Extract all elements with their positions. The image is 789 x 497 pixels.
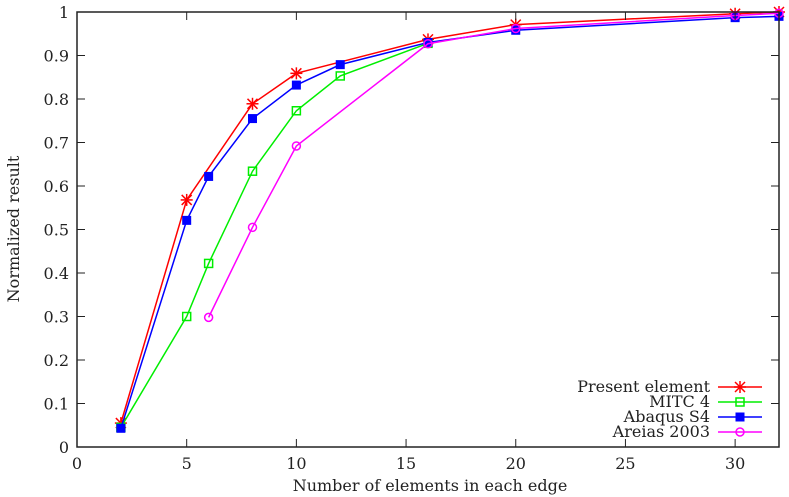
legend-label: MITC 4 [649, 392, 710, 411]
data-point [203, 312, 214, 323]
x-tick-label: 5 [182, 454, 192, 473]
series-line-1 [120, 42, 429, 428]
y-tick-label: 0.3 [44, 308, 69, 327]
x-tick-label: 15 [396, 454, 416, 473]
data-point [116, 423, 126, 433]
series-line-2 [120, 15, 780, 429]
series-line-3 [207, 12, 780, 318]
y-tick-label: 0.5 [44, 221, 69, 240]
y-tick-label: 0.8 [44, 90, 69, 109]
x-axis-title: Number of elements in each edge [293, 476, 568, 495]
data-point [511, 25, 521, 35]
data-point [247, 166, 258, 176]
y-tick-label: 0.9 [44, 47, 69, 66]
data-point [203, 258, 214, 269]
data-point [511, 23, 521, 34]
legend-marker [734, 381, 746, 393]
y-tick-label: 0.6 [44, 177, 69, 196]
y-tick-label: 0.2 [44, 351, 69, 370]
x-tick-label: 25 [615, 454, 635, 473]
data-point [291, 105, 302, 116]
x-tick-label: 10 [286, 454, 306, 473]
data-point [180, 193, 193, 206]
legend-label: Areias 2003 [612, 422, 710, 441]
data-point [248, 114, 257, 124]
x-tick-label: 30 [725, 454, 745, 473]
data-point [423, 37, 433, 47]
data-point [204, 171, 214, 181]
legend-label: Present element [577, 377, 710, 396]
y-tick-label: 0 [59, 438, 69, 457]
data-point [335, 60, 345, 70]
y-axis-title: Normalized result [4, 155, 23, 302]
legend-marker [735, 427, 745, 437]
y-tick-label: 0.7 [44, 134, 69, 153]
y-tick-label: 1 [59, 3, 69, 22]
x-tick-label: 0 [72, 454, 82, 473]
data-point [290, 67, 303, 80]
series-line-0 [120, 11, 780, 424]
data-point [423, 39, 433, 49]
y-tick-label: 0.4 [44, 264, 69, 283]
x-tick-label: 20 [506, 454, 526, 473]
data-point [291, 80, 301, 90]
data-point [335, 71, 345, 81]
data-point [247, 222, 258, 233]
data-point [291, 141, 302, 151]
legend-label: Abaqus S4 [623, 407, 710, 426]
data-point [181, 311, 192, 322]
legend-marker [735, 412, 745, 422]
data-point [182, 215, 192, 225]
legend-marker [735, 397, 745, 407]
data-point [246, 97, 259, 110]
y-tick-label: 0.1 [44, 395, 69, 414]
